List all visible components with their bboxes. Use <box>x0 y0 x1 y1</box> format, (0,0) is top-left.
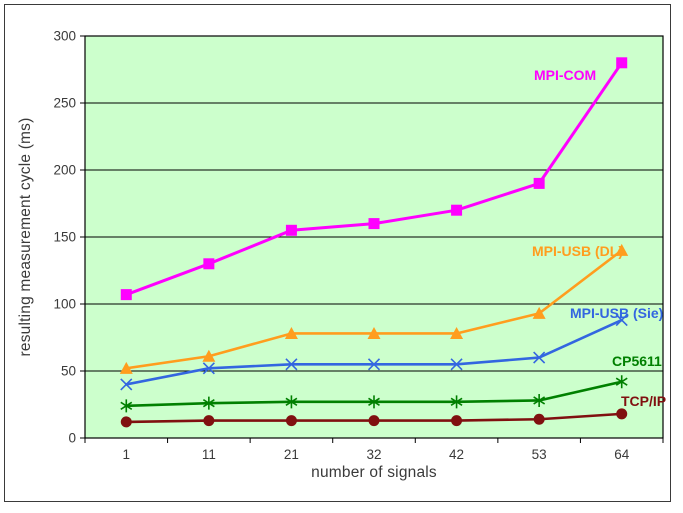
series-label-tcp-ip: TCP/IP <box>621 393 666 409</box>
x-marker <box>615 314 628 327</box>
y-axis-title: resulting measurement cycle (ms) <box>17 117 34 357</box>
y-tick-label: 150 <box>53 230 76 245</box>
asterisk-marker <box>450 395 463 409</box>
square-marker <box>120 289 132 301</box>
x-tick-label: 64 <box>614 447 630 462</box>
series-label-mpi-com: MPI-COM <box>534 67 596 83</box>
triangle-marker <box>367 326 381 339</box>
x-tick-label: 53 <box>532 447 547 462</box>
circle-marker <box>533 413 545 425</box>
circle-marker <box>120 416 132 428</box>
x-tick-label: 21 <box>284 447 299 462</box>
asterisk-marker <box>285 395 298 409</box>
triangle-marker <box>284 326 298 339</box>
x-tick-label: 32 <box>366 447 381 462</box>
asterisk-marker <box>615 375 628 389</box>
series-label-cp5611: CP5611 <box>612 353 662 369</box>
triangle-marker <box>532 306 546 319</box>
x-marker <box>367 358 381 371</box>
square-marker <box>451 204 463 216</box>
x-marker <box>450 358 463 371</box>
square-marker <box>285 224 297 236</box>
x-axis-title: number of signals <box>311 464 437 481</box>
asterisk-marker <box>533 393 546 407</box>
asterisk-marker <box>368 395 380 409</box>
series-label-mpi-usb-sie-: MPI-USB (Sie) <box>570 305 663 321</box>
square-marker <box>203 258 215 270</box>
square-marker <box>616 57 628 69</box>
triangle-marker <box>119 361 133 374</box>
y-tick-label: 250 <box>53 96 76 111</box>
asterisk-marker <box>120 399 133 413</box>
circle-marker <box>616 408 628 420</box>
circle-marker <box>203 415 215 427</box>
square-marker <box>368 218 380 230</box>
circle-marker <box>451 415 463 427</box>
x-marker <box>202 362 215 375</box>
x-tick-label: 1 <box>123 447 131 462</box>
x-tick-label: 42 <box>449 447 464 462</box>
triangle-marker <box>202 349 216 362</box>
triangle-marker <box>450 326 464 339</box>
x-marker <box>120 378 133 391</box>
square-marker <box>533 177 545 189</box>
asterisk-marker <box>202 396 215 410</box>
y-tick-label: 0 <box>68 431 76 446</box>
x-marker <box>285 358 298 371</box>
chart-frame: 0 50 100 150 200 250 300 1 11 21 32 42 53 64 MPI-COM MP… <box>4 4 671 502</box>
circle-marker <box>285 415 297 427</box>
x-marker <box>533 351 546 364</box>
y-tick-label: 300 <box>53 29 76 44</box>
circle-marker <box>368 415 380 427</box>
y-tick-label: 100 <box>53 297 76 312</box>
x-tick-label: 11 <box>202 447 216 462</box>
y-tick-label: 50 <box>61 364 76 379</box>
series-label-mpi-usb-dl-: MPI-USB (DL) <box>532 243 623 259</box>
triangle-marker <box>615 243 629 256</box>
y-tick-label: 200 <box>53 163 76 178</box>
